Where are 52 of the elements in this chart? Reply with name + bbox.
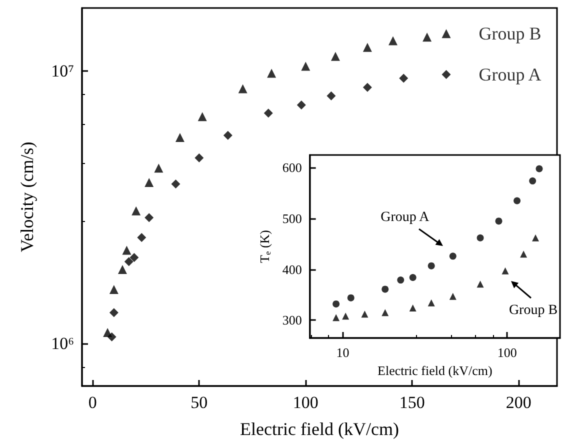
point: [154, 164, 164, 173]
point: [399, 74, 408, 83]
point: [223, 130, 232, 140]
y-tick-label: 10⁷: [51, 61, 74, 80]
point: [122, 246, 132, 255]
point: [109, 285, 118, 294]
point: [194, 153, 204, 162]
point: [137, 233, 146, 242]
point: [442, 29, 451, 38]
y-axis-title: Te (K): [257, 230, 272, 263]
x-tick-label: 0: [88, 393, 97, 412]
x-tick-label: 10: [336, 345, 350, 360]
point: [144, 178, 154, 187]
point: [267, 68, 276, 78]
point: [388, 36, 398, 46]
point: [132, 206, 141, 216]
point: [442, 70, 451, 79]
y-tick-label: 300: [282, 312, 302, 328]
point: [301, 62, 310, 71]
series-label: Group A: [478, 64, 542, 84]
point: [362, 42, 372, 52]
y-tick-label: 10⁶: [51, 334, 74, 354]
x-axis-title: Electric field (kV/cm): [240, 419, 399, 439]
point: [326, 91, 336, 100]
x-tick-label: 100: [497, 345, 517, 360]
point: [107, 332, 116, 342]
point: [238, 84, 248, 94]
point: [144, 213, 154, 222]
point: [171, 179, 180, 188]
series-label: Group B: [478, 24, 542, 44]
point: [130, 253, 139, 262]
point: [109, 308, 118, 318]
point: [264, 108, 273, 118]
point: [198, 112, 207, 122]
legend-label: Group B: [508, 302, 558, 319]
point: [124, 257, 134, 266]
x-tick-label: 200: [506, 393, 532, 412]
y-tick-label: 600: [282, 160, 302, 176]
point: [330, 52, 340, 61]
y-axis-title: Velocity (cm/s): [17, 142, 37, 252]
x-tick-label: 50: [190, 393, 208, 412]
y-tick-label: 500: [282, 211, 302, 226]
text: Group A: [380, 210, 430, 226]
point: [296, 100, 306, 110]
y-tick-label: 400: [282, 262, 302, 277]
x-tick-label: 150: [399, 393, 425, 412]
x-tick-label: 100: [292, 393, 318, 412]
point: [362, 82, 372, 92]
point: [422, 32, 432, 42]
point: [118, 265, 127, 274]
point: [175, 132, 184, 142]
x-axis-title: Electric field (kV/cm): [378, 362, 492, 378]
